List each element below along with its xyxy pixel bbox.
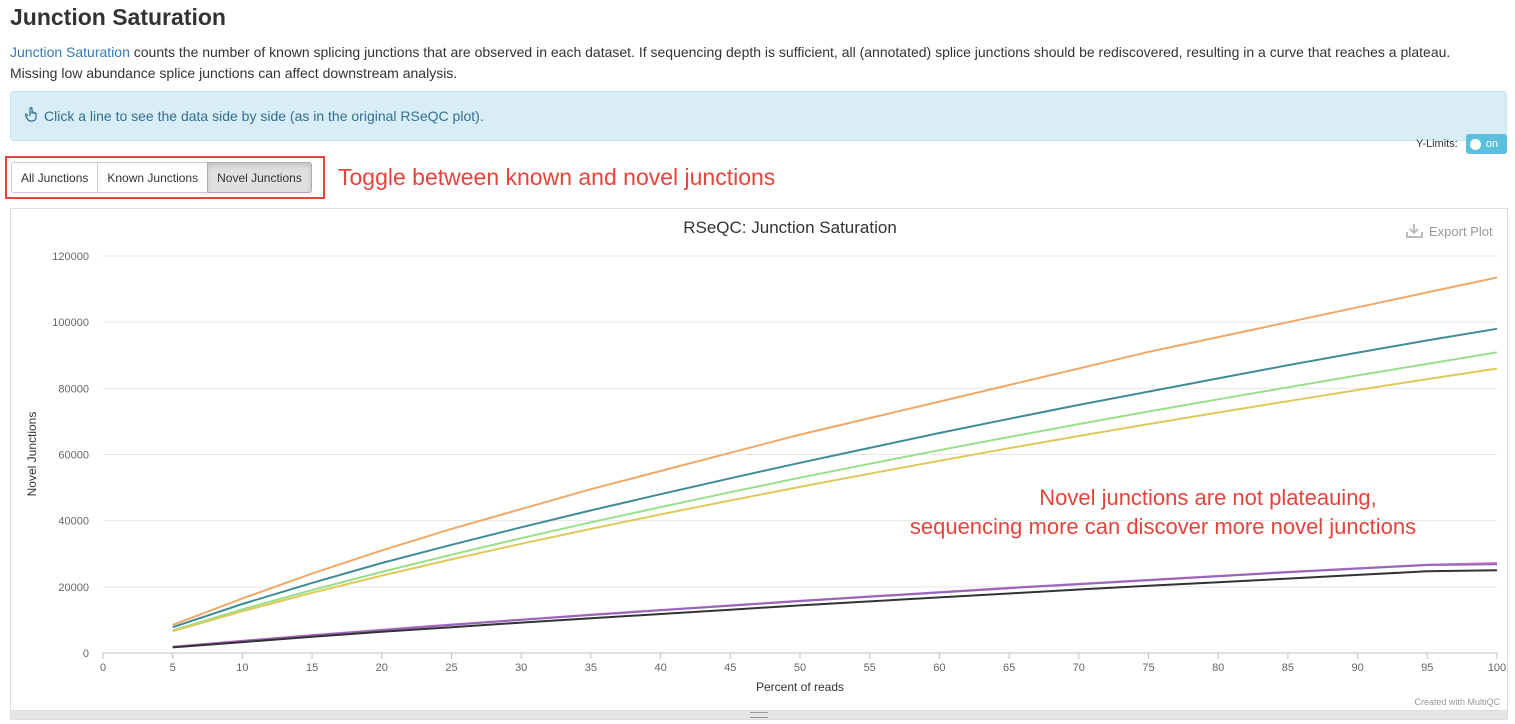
y-tick-label: 20000 [58,582,89,594]
hand-pointer-icon [24,106,39,126]
series-line-1[interactable] [172,276,1498,626]
x-tick-label: 20 [376,662,388,674]
x-tick-label: 60 [933,662,945,674]
x-tick-label: 90 [1351,662,1363,674]
x-tick-label: 25 [445,662,457,674]
x-tick-label: 15 [306,662,318,674]
x-tick-label: 0 [100,662,106,674]
y-tick-label: 0 [83,648,89,660]
series-lines [172,276,1498,649]
y-tick-label: 80000 [58,383,89,395]
download-icon [1406,224,1423,238]
series-line-6[interactable] [172,563,1498,648]
description-text: counts the number of known splicing junc… [10,44,1451,81]
y-limits-toggle-text: on [1485,138,1499,150]
known-junctions-button[interactable]: Known Junctions [97,162,209,193]
x-tick-label: 65 [1003,662,1015,674]
y-axis-label: Novel Junctions [25,412,39,497]
series-line-4[interactable] [172,367,1498,633]
export-plot-button[interactable]: Export Plot [1406,224,1493,239]
x-tick-label: 50 [794,662,806,674]
x-tick-label: 5 [170,662,176,674]
x-tick-label: 55 [864,662,876,674]
y-axis-ticks: 0 20000 40000 60000 80000 100000 120000 [52,251,89,660]
junction-type-button-group: All Junctions Known Junctions Novel Junc… [11,162,312,193]
grip-icon [750,712,768,718]
junction-saturation-link[interactable]: Junction Saturation [10,44,130,60]
x-tick-label: 40 [654,662,666,674]
x-tick-label: 85 [1282,662,1294,674]
plateau-annotation-line1: Novel junctions are not plateauing, [1039,485,1377,510]
series-line-3[interactable] [172,351,1498,632]
y-limits-toggle[interactable]: on [1465,134,1507,154]
toggle-knob [1469,138,1481,150]
x-axis-label: Percent of reads [756,680,844,694]
y-tick-label: 100000 [52,317,89,329]
x-axis-ticks: 0 5 10 15 20 25 30 35 40 45 50 55 60 65 70 75 80 85 90 95 10… [100,653,1506,674]
plot-resize-handle[interactable] [10,710,1508,720]
export-plot-label: Export Plot [1429,224,1493,239]
x-tick-label: 30 [515,662,527,674]
info-alert: Click a line to see the data side by sid… [10,91,1507,141]
section-description: Junction Saturation counts the number of… [10,42,1500,84]
multiqc-credit: Created with MultiQC [1414,697,1500,707]
series-line-7[interactable] [172,569,1498,649]
series-line-2[interactable] [172,327,1498,629]
y-limits-label: Y-Limits: [1416,138,1458,150]
plateau-annotation-line2: sequencing more can discover more novel … [910,514,1416,539]
x-tick-label: 80 [1212,662,1224,674]
x-tick-label: 10 [236,662,248,674]
chart-title: RSeQC: Junction Saturation [683,218,897,237]
x-tick-label: 35 [585,662,597,674]
info-text: Click a line to see the data side by sid… [44,108,484,124]
all-junctions-button[interactable]: All Junctions [11,162,99,193]
annotation-highlight-box [5,156,325,199]
y-tick-label: 60000 [58,450,89,462]
x-tick-label: 95 [1421,662,1433,674]
toggle-annotation: Toggle between known and novel junctions [338,164,776,190]
page-title: Junction Saturation [10,4,226,30]
y-tick-label: 120000 [52,251,89,263]
y-tick-label: 40000 [58,516,89,528]
y-limits-control: Y-Limits: on [1416,134,1507,154]
x-tick-label: 45 [724,662,736,674]
x-tick-label: 100 [1488,662,1506,674]
x-tick-label: 70 [1073,662,1085,674]
x-tick-label: 75 [1142,662,1154,674]
novel-junctions-button[interactable]: Novel Junctions [207,162,312,193]
